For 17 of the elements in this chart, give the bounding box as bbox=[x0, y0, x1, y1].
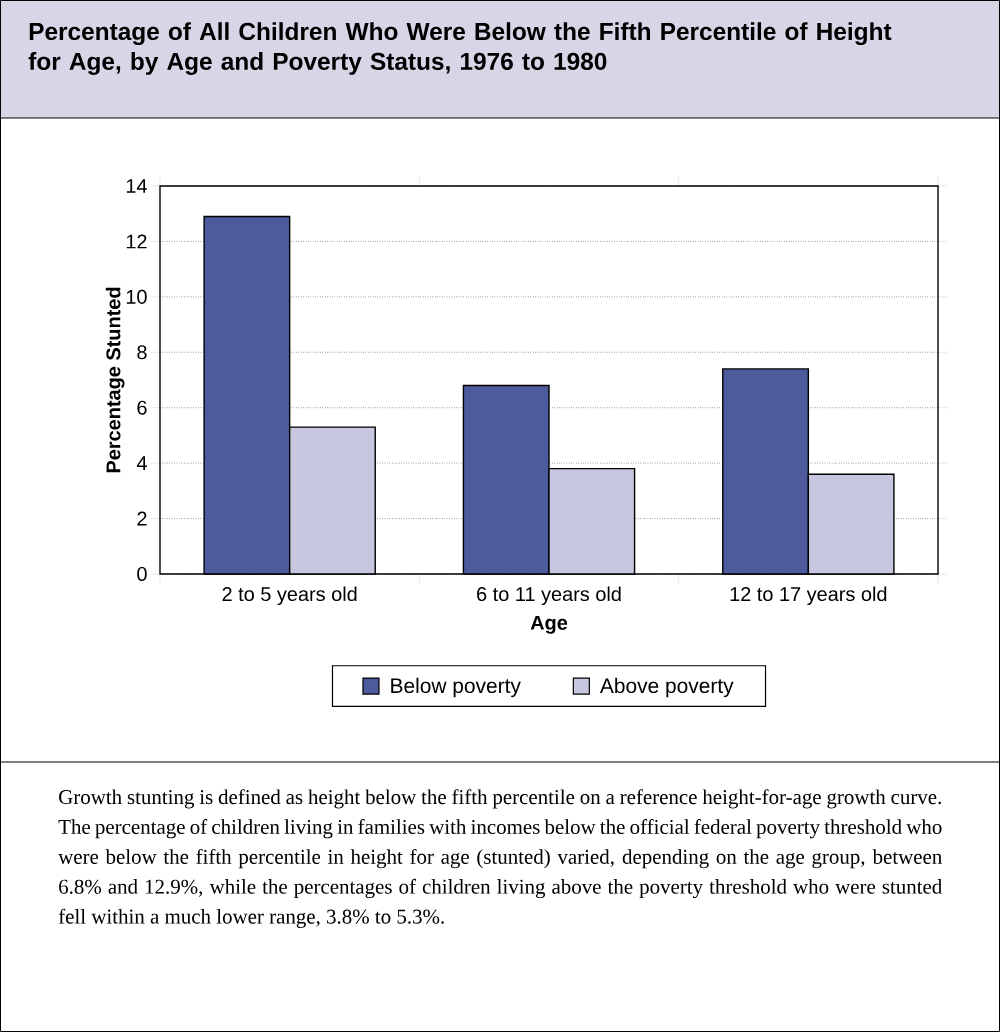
legend-label: Above poverty bbox=[599, 677, 734, 698]
x-tick-label: 12 to 17 years old bbox=[730, 586, 887, 606]
y-tick-label: 2 bbox=[137, 511, 147, 526]
y-tick-label: 8 bbox=[137, 345, 147, 360]
y-tick-label: 0 bbox=[137, 566, 147, 582]
x-tick-label: 6 to 11 years old bbox=[477, 586, 621, 606]
y-tick-label: 12 bbox=[126, 234, 147, 249]
x-axis-title: Age bbox=[530, 615, 568, 634]
y-tick-label: 14 bbox=[126, 179, 147, 193]
chart-title: Percentage of All Children Who Were Below the Fifth Percentile of Height for Age, by Age and Poverty Status, 1976 to 1980 bbox=[28, 22, 892, 75]
legend-label: Below poverty bbox=[391, 677, 521, 698]
y-tick-label: 6 bbox=[137, 400, 147, 415]
text: Growth stunting is defined as height below the fifth percentile on a reference height-for-age growth curve. The percentage of children living in families with incomes below the official federal poverty threshold who were below the fifth percentile in height for age (stunted) varied, depending on the age group, between 6.8% and 12.9%, while the percentages of children living above the poverty threshold who were stunted fell within a much lower range, 3.8% to 5.3%. bbox=[58, 789, 943, 928]
y-tick-label: 10 bbox=[126, 289, 147, 304]
x-tick-label: 2 to 5 years old bbox=[222, 586, 357, 606]
y-tick-label: 4 bbox=[136, 456, 147, 470]
y-axis-title: Percentage Stunted bbox=[105, 287, 125, 473]
